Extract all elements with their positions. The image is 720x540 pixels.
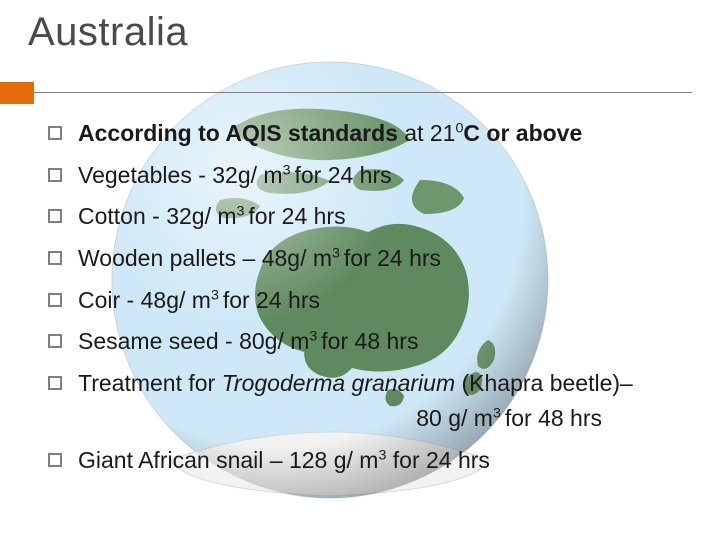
title-area: Australia	[28, 10, 692, 55]
text-segment: 3	[493, 406, 505, 422]
text-segment: C or above	[463, 120, 582, 146]
list-item: Giant African snail – 128 g/ m3 for 24 h…	[48, 443, 692, 479]
text-segment: for 24 hrs	[294, 162, 391, 188]
text-segment: (Khapra beetle)–	[455, 370, 633, 396]
square-bullet-icon	[48, 376, 62, 390]
bullet-list: According to AQIS standards at 210C or a…	[48, 116, 692, 485]
list-item: Sesame seed - 80g/ m3 for 48 hrs	[48, 324, 692, 360]
list-item-continuation: 80 g/ m3 for 48 hrs	[78, 401, 692, 437]
text-segment: Treatment for	[78, 370, 222, 396]
list-item-text: Cotton - 32g/ m3 for 24 hrs	[78, 199, 692, 235]
list-item-text: Vegetables - 32g/ m3 for 24 hrs	[78, 158, 692, 194]
text-segment: 3	[309, 329, 321, 345]
text-segment: Trogoderma granarium	[222, 370, 456, 396]
list-item-text: Giant African snail – 128 g/ m3 for 24 h…	[78, 443, 692, 479]
text-segment: for 24 hrs	[386, 447, 490, 473]
list-item-text: Sesame seed - 80g/ m3 for 48 hrs	[78, 324, 692, 360]
list-item: According to AQIS standards at 210C or a…	[48, 116, 692, 152]
square-bullet-icon	[48, 126, 62, 140]
text-segment: 3	[332, 245, 344, 261]
list-item-text: Treatment for Trogoderma granarium (Khap…	[78, 366, 692, 437]
list-item: Vegetables - 32g/ m3 for 24 hrs	[48, 158, 692, 194]
text-segment: Wooden pallets – 48g/ m	[78, 245, 332, 271]
text-segment: 80 g/ m	[416, 405, 493, 431]
text-segment: 3	[283, 162, 295, 178]
square-bullet-icon	[48, 251, 62, 265]
square-bullet-icon	[48, 453, 62, 467]
square-bullet-icon	[48, 209, 62, 223]
text-segment: for 24 hrs	[223, 287, 320, 313]
list-item-text: According to AQIS standards at 210C or a…	[78, 116, 692, 152]
text-segment: 3	[211, 287, 223, 303]
square-bullet-icon	[48, 168, 62, 182]
title-rule	[34, 92, 692, 93]
text-segment: Cotton - 32g/ m	[78, 203, 237, 229]
text-segment: Vegetables - 32g/ m	[78, 162, 283, 188]
page-title: Australia	[28, 10, 692, 55]
text-segment: Sesame seed - 80g/ m	[78, 328, 309, 354]
list-item: Cotton - 32g/ m3 for 24 hrs	[48, 199, 692, 235]
slide: Australia According to AQIS standards at…	[0, 0, 720, 540]
list-item-text: Wooden pallets – 48g/ m3 for 24 hrs	[78, 241, 692, 277]
text-segment: Giant African snail – 128 g/ m	[78, 447, 378, 473]
list-item: Coir - 48g/ m3 for 24 hrs	[48, 283, 692, 319]
text-segment: for 48 hrs	[321, 328, 418, 354]
square-bullet-icon	[48, 293, 62, 307]
text-segment: According to AQIS standards	[78, 120, 398, 146]
text-segment: at 21	[398, 120, 456, 146]
list-item: Wooden pallets – 48g/ m3 for 24 hrs	[48, 241, 692, 277]
text-segment: for 48 hrs	[505, 405, 602, 431]
text-segment: 3	[237, 204, 249, 220]
text-segment: Coir - 48g/ m	[78, 287, 211, 313]
text-segment: for 24 hrs	[344, 245, 441, 271]
square-bullet-icon	[48, 334, 62, 348]
text-segment: for 24 hrs	[248, 203, 345, 229]
list-item: Treatment for Trogoderma granarium (Khap…	[48, 366, 692, 437]
accent-bar	[0, 82, 34, 104]
list-item-text: Coir - 48g/ m3 for 24 hrs	[78, 283, 692, 319]
